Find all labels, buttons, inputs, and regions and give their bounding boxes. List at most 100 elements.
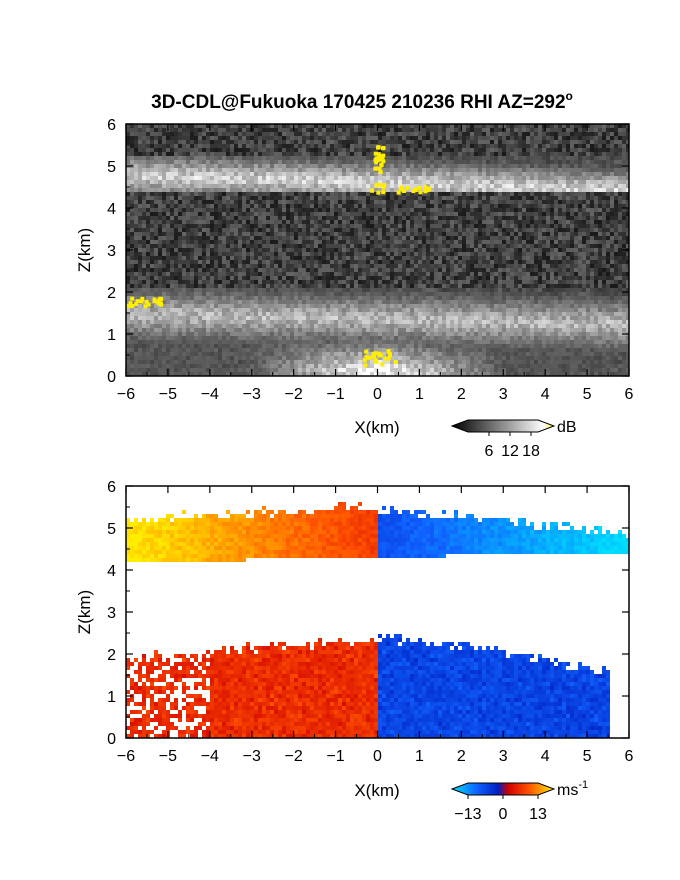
backscatter-cell	[482, 160, 486, 164]
backscatter-cell	[178, 228, 182, 232]
backscatter-cell	[358, 200, 362, 204]
backscatter-cell	[466, 232, 470, 236]
backscatter-cell	[530, 268, 534, 272]
backscatter-cell	[234, 144, 238, 148]
backscatter-cell	[302, 184, 306, 188]
backscatter-cell	[278, 232, 282, 236]
backscatter-cell	[246, 180, 250, 184]
backscatter-cell	[194, 244, 198, 248]
backscatter-cell	[290, 204, 294, 208]
backscatter-cell	[246, 160, 250, 164]
backscatter-cell	[358, 196, 362, 200]
backscatter-cell	[342, 160, 346, 164]
backscatter-cell	[202, 180, 206, 184]
backscatter-cell	[370, 220, 374, 224]
backscatter-cell	[226, 260, 230, 264]
backscatter-cell	[174, 208, 178, 212]
backscatter-cell	[310, 240, 314, 244]
backscatter-cell	[322, 164, 326, 168]
backscatter-cell	[242, 188, 246, 192]
backscatter-cell	[514, 180, 518, 184]
backscatter-cell	[142, 176, 146, 180]
backscatter-cell	[526, 204, 530, 208]
backscatter-cell	[162, 156, 166, 160]
backscatter-cell	[494, 236, 498, 240]
backscatter-cell	[398, 136, 402, 140]
backscatter-cell	[358, 208, 362, 212]
backscatter-cell	[518, 216, 522, 220]
backscatter-cell	[282, 224, 286, 228]
backscatter-cell	[274, 216, 278, 220]
backscatter-cell	[522, 216, 526, 220]
backscatter-cell	[250, 256, 254, 260]
backscatter-cell	[398, 152, 402, 156]
backscatter-cell	[238, 276, 242, 280]
backscatter-cell	[126, 196, 130, 200]
backscatter-cell	[366, 252, 370, 256]
backscatter-cell	[166, 228, 170, 232]
backscatter-cell	[386, 176, 390, 180]
backscatter-cell	[510, 252, 514, 256]
backscatter-cell	[386, 276, 390, 280]
backscatter-cell	[498, 188, 502, 192]
backscatter-cell	[506, 124, 510, 128]
backscatter-cell	[250, 260, 254, 264]
backscatter-cell	[218, 184, 222, 188]
backscatter-cell	[246, 128, 250, 132]
backscatter-cell	[494, 212, 498, 216]
backscatter-cell	[346, 176, 350, 180]
backscatter-cell	[254, 176, 258, 180]
backscatter-cell	[414, 132, 418, 136]
backscatter-cell	[550, 208, 554, 212]
backscatter-cell	[186, 204, 190, 208]
backscatter-cell	[462, 260, 466, 264]
backscatter-cell	[170, 272, 174, 276]
backscatter-cell	[342, 164, 346, 168]
backscatter-cell	[562, 176, 566, 180]
backscatter-cell	[490, 132, 494, 136]
backscatter-cell	[334, 224, 338, 228]
backscatter-cell	[422, 124, 426, 128]
backscatter-cell	[282, 128, 286, 132]
backscatter-cell	[446, 200, 450, 204]
backscatter-cell	[538, 200, 542, 204]
backscatter-cell	[610, 244, 614, 248]
backscatter-cell	[534, 172, 538, 176]
backscatter-cell	[338, 280, 342, 284]
backscatter-cell	[602, 248, 606, 252]
backscatter-cell	[538, 276, 542, 280]
backscatter-cell	[462, 240, 466, 244]
backscatter-cell	[558, 148, 562, 152]
backscatter-cell	[254, 168, 258, 172]
backscatter-cell	[238, 164, 242, 168]
backscatter-cell	[374, 188, 378, 192]
backscatter-cell	[534, 136, 538, 140]
backscatter-cell	[566, 208, 570, 212]
backscatter-cell	[494, 124, 498, 128]
backscatter-cell	[350, 164, 354, 168]
backscatter-cell	[278, 144, 282, 148]
backscatter-cell	[426, 132, 430, 136]
backscatter-cell	[466, 228, 470, 232]
backscatter-cell	[258, 272, 262, 276]
backscatter-cell	[142, 196, 146, 200]
backscatter-cell	[334, 172, 338, 176]
backscatter-cell	[206, 140, 210, 144]
backscatter-cell	[166, 252, 170, 256]
backscatter-cell	[446, 232, 450, 236]
backscatter-cell	[562, 180, 566, 184]
backscatter-cell	[354, 140, 358, 144]
backscatter-cell	[282, 268, 286, 272]
backscatter-cell	[598, 164, 602, 168]
backscatter-cell	[450, 204, 454, 208]
backscatter-cell	[202, 168, 206, 172]
backscatter-cell	[554, 268, 558, 272]
backscatter-cell	[470, 188, 474, 192]
backscatter-cell	[510, 192, 514, 196]
backscatter-cell	[550, 164, 554, 168]
backscatter-cell	[562, 128, 566, 132]
backscatter-cell	[590, 272, 594, 276]
backscatter-cell	[334, 168, 338, 172]
backscatter-cell	[130, 240, 134, 244]
backscatter-cell	[222, 196, 226, 200]
